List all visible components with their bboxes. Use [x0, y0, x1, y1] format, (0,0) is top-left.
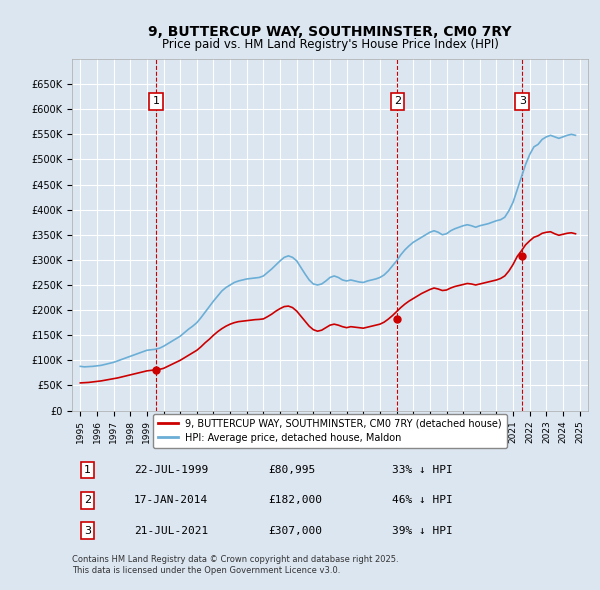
Text: 3: 3: [84, 526, 91, 536]
Text: 21-JUL-2021: 21-JUL-2021: [134, 526, 208, 536]
Text: £307,000: £307,000: [268, 526, 322, 536]
Text: 9, BUTTERCUP WAY, SOUTHMINSTER, CM0 7RY: 9, BUTTERCUP WAY, SOUTHMINSTER, CM0 7RY: [148, 25, 512, 40]
Text: Contains HM Land Registry data © Crown copyright and database right 2025.
This d: Contains HM Land Registry data © Crown c…: [72, 556, 398, 575]
Text: 1: 1: [84, 465, 91, 475]
Text: £80,995: £80,995: [268, 465, 316, 475]
Text: Price paid vs. HM Land Registry's House Price Index (HPI): Price paid vs. HM Land Registry's House …: [161, 38, 499, 51]
Text: 2: 2: [394, 96, 401, 106]
Text: 17-JAN-2014: 17-JAN-2014: [134, 496, 208, 505]
Legend: 9, BUTTERCUP WAY, SOUTHMINSTER, CM0 7RY (detached house), HPI: Average price, de: 9, BUTTERCUP WAY, SOUTHMINSTER, CM0 7RY …: [153, 414, 507, 448]
Text: 33% ↓ HPI: 33% ↓ HPI: [392, 465, 452, 475]
Text: 22-JUL-1999: 22-JUL-1999: [134, 465, 208, 475]
Text: 2: 2: [84, 496, 91, 505]
Text: 3: 3: [519, 96, 526, 106]
Text: 1: 1: [152, 96, 160, 106]
Text: £182,000: £182,000: [268, 496, 322, 505]
Text: 46% ↓ HPI: 46% ↓ HPI: [392, 496, 452, 505]
Text: 39% ↓ HPI: 39% ↓ HPI: [392, 526, 452, 536]
